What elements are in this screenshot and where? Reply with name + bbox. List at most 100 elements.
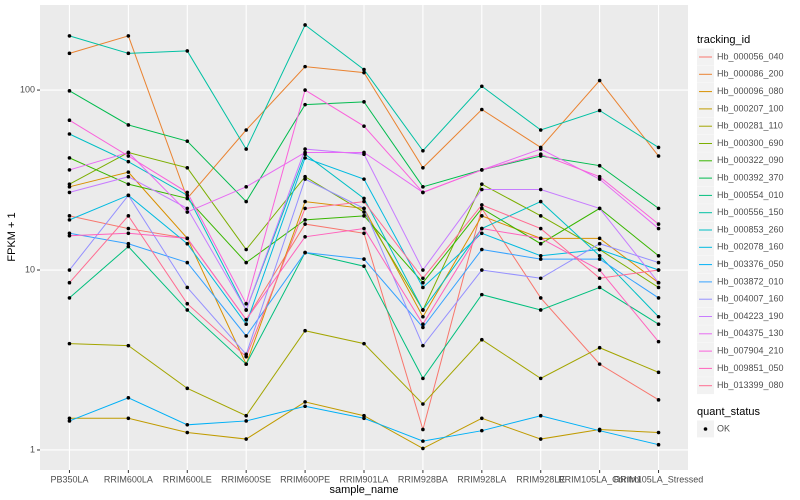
data-point	[538, 376, 543, 381]
data-point	[656, 145, 661, 150]
data-point	[126, 231, 131, 236]
data-point	[126, 244, 131, 249]
data-point	[303, 218, 307, 222]
legend-label: Hb_003872_010	[717, 276, 784, 286]
legend-label: Hb_004375_130	[717, 328, 784, 338]
data-point	[126, 154, 131, 158]
data-point	[480, 337, 484, 342]
data-point	[303, 206, 307, 211]
data-point	[67, 34, 72, 38]
data-point	[421, 402, 425, 406]
x-tick-label: RRIM600PE	[280, 474, 330, 484]
data-point	[421, 322, 425, 326]
data-point	[244, 322, 248, 326]
data-point	[597, 428, 602, 433]
data-point	[538, 152, 543, 157]
data-point	[597, 78, 602, 83]
data-point	[126, 159, 131, 164]
data-point	[185, 139, 190, 143]
legend-label: Hb_000281_110	[717, 121, 783, 131]
data-point	[244, 247, 248, 252]
data-point	[597, 253, 602, 258]
data-point	[538, 253, 543, 258]
data-point	[244, 260, 248, 265]
data-point	[244, 419, 248, 423]
data-point	[67, 89, 72, 93]
data-point	[244, 437, 248, 441]
data-point	[67, 51, 72, 56]
data-point	[480, 206, 484, 211]
data-point	[656, 206, 661, 211]
data-point	[303, 150, 307, 155]
data-point	[185, 308, 190, 312]
data-point	[538, 257, 543, 261]
x-tick-label: RRIM105LA_Stressed	[614, 474, 704, 484]
data-point	[421, 427, 425, 432]
legend-label: Hb_003376_050	[717, 259, 784, 269]
data-point	[303, 328, 307, 333]
data-point	[656, 398, 661, 402]
data-point	[480, 168, 484, 172]
data-point	[244, 334, 248, 338]
data-point	[67, 168, 72, 172]
data-point	[244, 413, 248, 418]
data-point	[421, 439, 425, 443]
legend-label: Hb_000554_010	[717, 190, 784, 200]
legend-label: Hb_007904_210	[717, 345, 784, 355]
data-point	[421, 376, 425, 381]
data-point	[480, 231, 484, 236]
legend-label: Hb_000556_150	[717, 207, 784, 217]
x-tick-label: RRIM928BA	[398, 474, 448, 484]
data-point	[597, 174, 602, 179]
data-point	[362, 416, 366, 421]
legend-label: OK	[717, 423, 730, 433]
legend-label: Hb_004223_190	[717, 311, 784, 321]
data-point	[656, 268, 661, 272]
data-point	[597, 276, 602, 281]
data-point	[303, 250, 307, 255]
data-point	[67, 419, 72, 423]
data-point	[303, 199, 307, 204]
data-point	[185, 206, 190, 211]
data-point	[362, 226, 366, 231]
data-point	[421, 148, 425, 153]
data-point	[67, 185, 72, 189]
data-point	[185, 49, 190, 53]
y-tick-label: 100	[20, 84, 35, 94]
x-tick-label: RRIM600LE	[163, 474, 212, 484]
legend2-title: quant_status	[697, 406, 760, 418]
data-point	[421, 285, 425, 290]
data-point	[538, 236, 543, 241]
data-point	[362, 150, 366, 155]
data-point	[597, 241, 602, 246]
data-point	[480, 84, 484, 89]
data-point	[480, 203, 484, 207]
data-point	[185, 196, 190, 201]
data-point	[362, 210, 366, 214]
data-point	[244, 317, 248, 322]
data-point	[126, 214, 131, 218]
data-point	[656, 339, 661, 344]
data-point	[244, 199, 248, 204]
legend-swatch	[703, 427, 708, 431]
data-point	[597, 206, 602, 211]
data-point	[244, 308, 248, 312]
data-point	[185, 285, 190, 290]
data-point	[303, 64, 307, 69]
data-point	[67, 268, 72, 272]
data-point	[362, 206, 366, 211]
legend-label: Hb_000300_690	[717, 138, 784, 148]
data-point	[126, 193, 131, 198]
data-point	[362, 67, 366, 72]
data-point	[185, 260, 190, 265]
legend-label: Hb_000096_080	[717, 86, 784, 96]
data-point	[67, 280, 72, 285]
data-point	[538, 413, 543, 418]
data-point	[362, 231, 366, 236]
legend-title: tracking_id	[697, 34, 750, 46]
y-tick-label: 10	[25, 264, 35, 274]
data-point	[303, 23, 307, 27]
data-point	[185, 430, 190, 435]
data-point	[126, 150, 131, 155]
